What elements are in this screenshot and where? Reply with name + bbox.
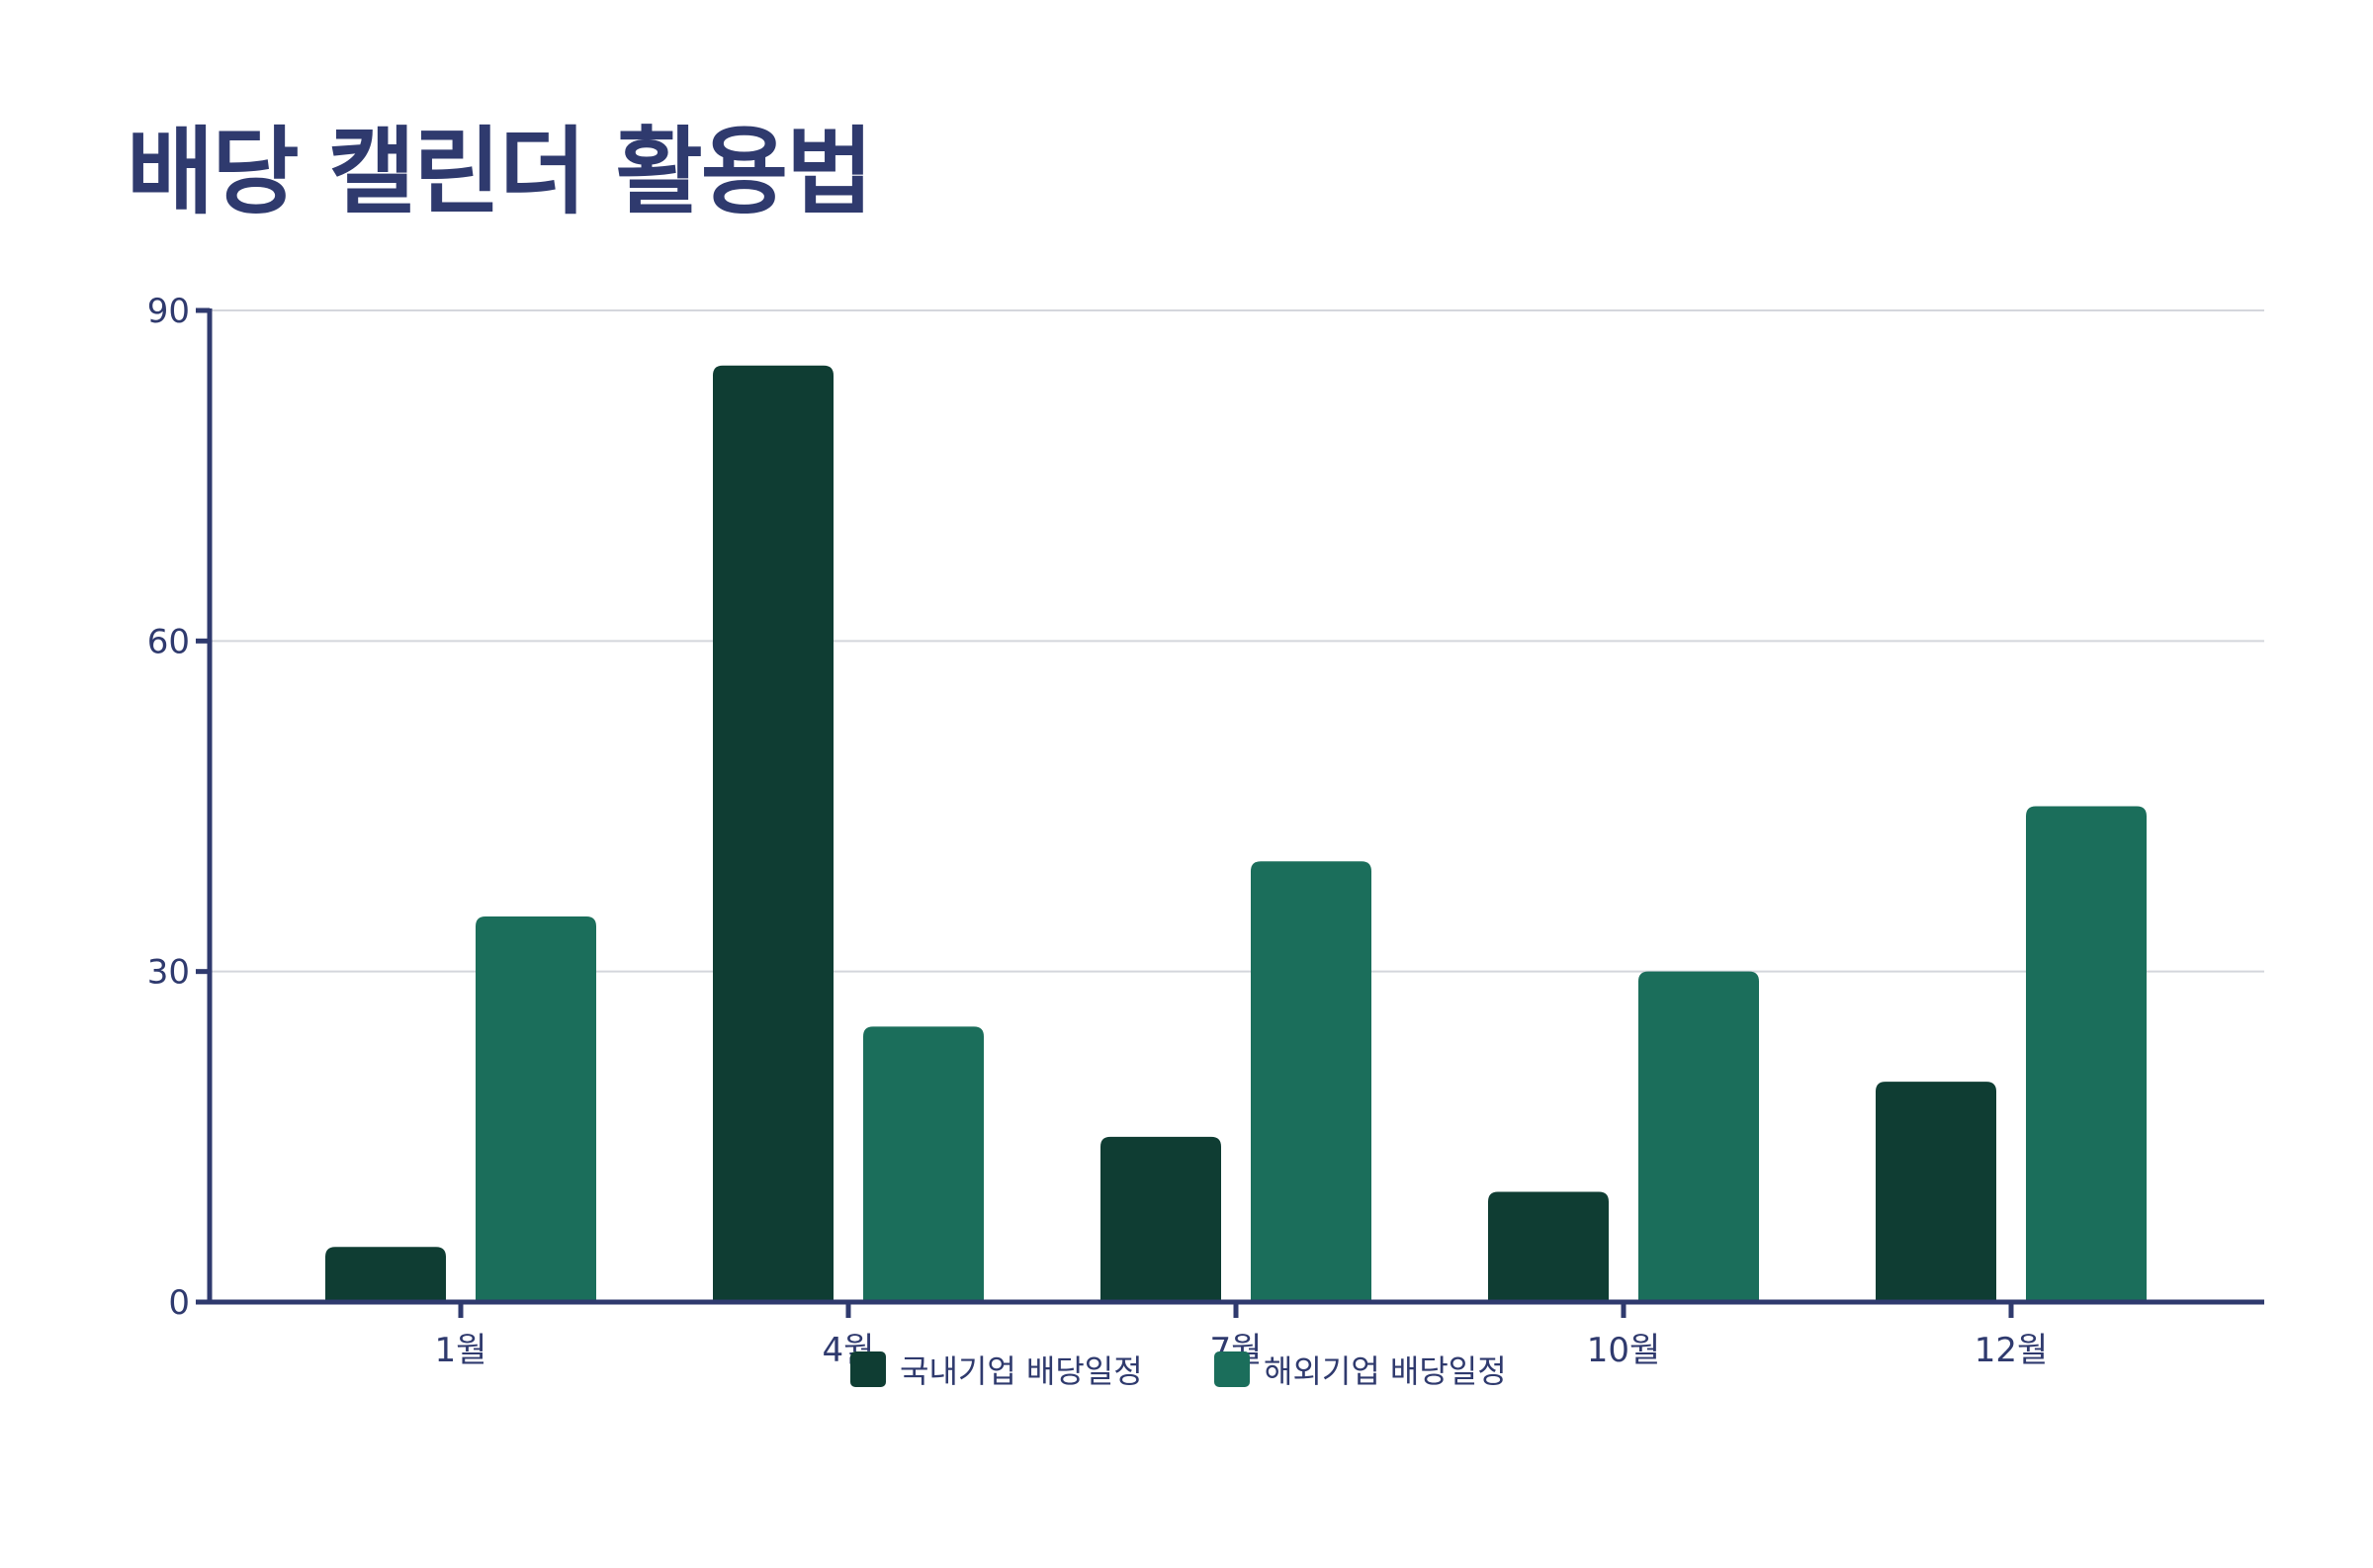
bar-domestic — [325, 1247, 446, 1302]
bar-overseas — [2026, 806, 2147, 1302]
y-tick-label: 30 — [147, 953, 190, 993]
x-tick-label: 12월 — [1975, 1331, 2049, 1370]
legend: 국내기업 배당일정 해외기업 배당일정 — [850, 1351, 1507, 1390]
x-tick-label: 1월 — [435, 1331, 487, 1370]
legend-swatch — [850, 1351, 886, 1387]
bar-domestic — [1100, 1136, 1221, 1302]
legend-label: 해외기업 배당일정 — [1264, 1352, 1507, 1390]
bar-domestic — [713, 365, 834, 1302]
legend-label: 국내기업 배당일정 — [900, 1352, 1143, 1390]
bar-overseas — [1251, 861, 1371, 1302]
bar-domestic — [1488, 1191, 1609, 1302]
x-tick-label: 10월 — [1587, 1331, 1661, 1370]
bar-overseas — [863, 1026, 984, 1302]
grid-layer — [210, 309, 2264, 973]
y-tick-label: 90 — [147, 292, 190, 331]
chart-title: 배당 캘린더 활용법 — [127, 117, 873, 227]
bar-overseas — [476, 915, 596, 1302]
legend-swatch — [1214, 1351, 1250, 1387]
bar-overseas — [1638, 971, 1759, 1302]
y-tick-label: 60 — [147, 622, 190, 661]
bar-domestic — [1876, 1082, 1996, 1302]
y-tick-label: 0 — [168, 1283, 190, 1323]
bars-layer — [325, 365, 2147, 1302]
